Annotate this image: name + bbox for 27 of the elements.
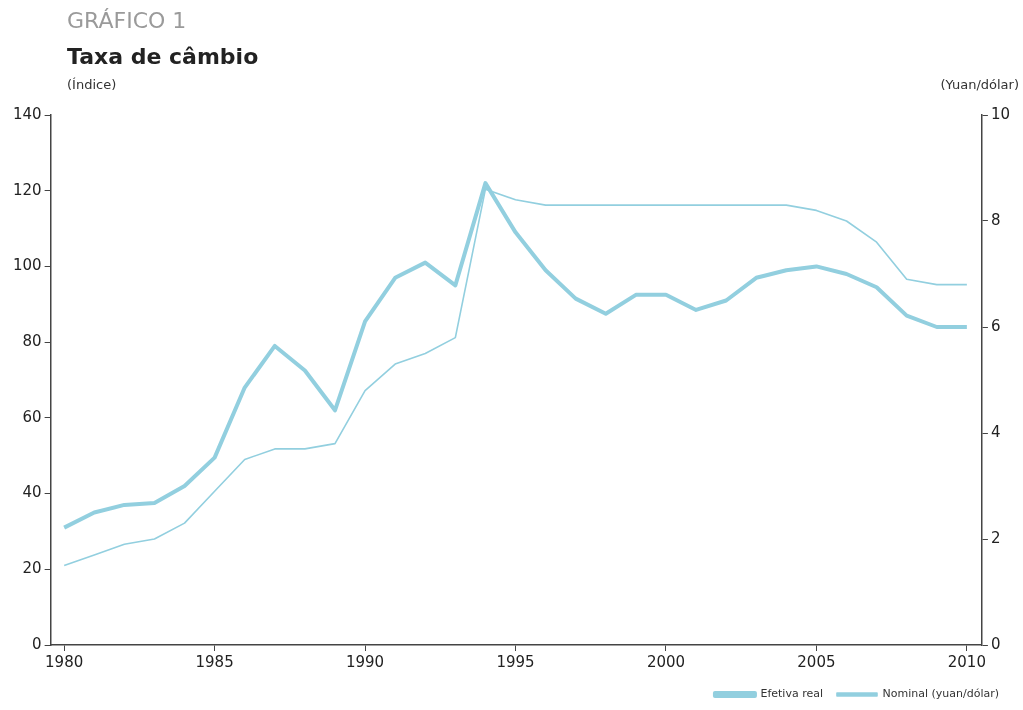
legend-label: Nominal (yuan/dólar) [882,687,1000,701]
y2-tick-label: 2 [990,528,1001,547]
y-tick-label: 20 [22,559,42,578]
chart-title: GRÁFICO 1 [67,8,187,33]
y2-axis-title: (Yuan/dólar) [940,77,1019,92]
y-tick-label: 80 [22,332,42,351]
y-tick-label: 0 [32,634,42,653]
y-tick-label: 40 [22,483,42,502]
x-tick-label: 2005 [797,652,836,671]
y-tick-label: 60 [22,407,42,426]
legend-label: Efetiva real [760,687,823,701]
x-tick-label: 2000 [646,652,686,671]
y-axis-title: (Índice) [67,77,117,92]
x-tick-label: 2010 [947,652,986,671]
x-tick-label: 1995 [496,652,535,671]
y-tick-label: 140 [12,104,42,123]
x-tick-label: 1985 [195,652,234,671]
y2-tick-label: 10 [990,104,1011,123]
x-tick-label: 1990 [345,652,385,671]
y2-tick-label: 0 [990,634,1001,653]
y2-tick-label: 4 [990,422,1001,441]
y-tick-label: 100 [12,256,42,275]
x-tick-label: 1980 [45,652,84,671]
y-tick-label: 120 [12,180,42,199]
chart-subtitle: Taxa de câmbio [67,44,259,69]
y2-tick-label: 8 [990,210,1001,229]
y2-tick-label: 6 [990,316,1001,335]
